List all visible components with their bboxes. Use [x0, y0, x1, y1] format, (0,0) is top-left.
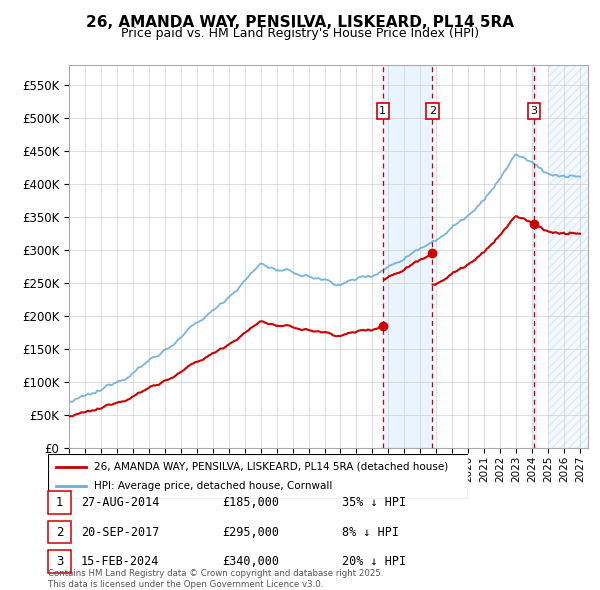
Text: £295,000: £295,000 — [222, 526, 279, 539]
Text: £340,000: £340,000 — [222, 555, 279, 568]
Text: £185,000: £185,000 — [222, 496, 279, 509]
Text: 26, AMANDA WAY, PENSILVA, LISKEARD, PL14 5RA: 26, AMANDA WAY, PENSILVA, LISKEARD, PL14… — [86, 15, 514, 30]
Text: Price paid vs. HM Land Registry's House Price Index (HPI): Price paid vs. HM Land Registry's House … — [121, 27, 479, 40]
Text: 20-SEP-2017: 20-SEP-2017 — [81, 526, 160, 539]
Text: 3: 3 — [530, 106, 538, 116]
Text: 15-FEB-2024: 15-FEB-2024 — [81, 555, 160, 568]
Text: 3: 3 — [56, 555, 63, 568]
Bar — [548, 65, 588, 448]
Text: Contains HM Land Registry data © Crown copyright and database right 2025.
This d: Contains HM Land Registry data © Crown c… — [48, 569, 383, 589]
Text: 2: 2 — [56, 526, 63, 539]
Bar — [532, 65, 536, 448]
Text: 35% ↓ HPI: 35% ↓ HPI — [342, 496, 406, 509]
FancyBboxPatch shape — [48, 454, 468, 499]
Text: 26, AMANDA WAY, PENSILVA, LISKEARD, PL14 5RA (detached house): 26, AMANDA WAY, PENSILVA, LISKEARD, PL14… — [94, 462, 448, 471]
Text: 8% ↓ HPI: 8% ↓ HPI — [342, 526, 399, 539]
Text: 2: 2 — [429, 106, 436, 116]
Text: 27-AUG-2014: 27-AUG-2014 — [81, 496, 160, 509]
Text: 1: 1 — [379, 106, 386, 116]
Text: HPI: Average price, detached house, Cornwall: HPI: Average price, detached house, Corn… — [94, 481, 332, 491]
Bar — [383, 65, 432, 448]
Text: 1: 1 — [56, 496, 63, 509]
Text: 20% ↓ HPI: 20% ↓ HPI — [342, 555, 406, 568]
